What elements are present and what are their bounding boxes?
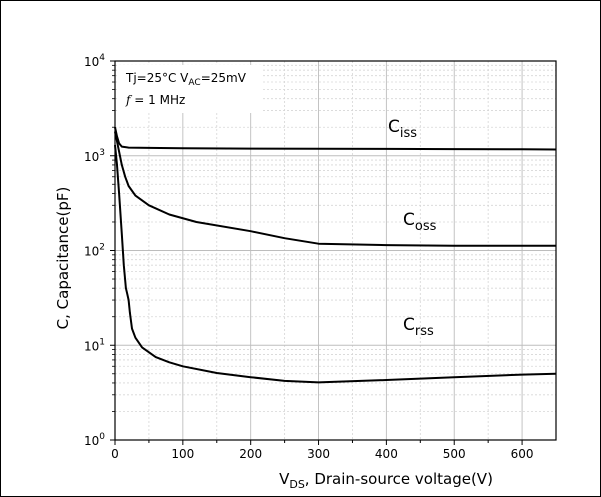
x-tick-label: 500 <box>443 447 466 461</box>
ciss-curve <box>114 126 557 151</box>
annotation-frequency: f = 1 MHz <box>125 93 185 107</box>
x-axis-title-sub: DS <box>289 478 304 491</box>
y-tick-label: 104 <box>84 53 105 69</box>
crss-curve <box>114 144 557 384</box>
coss-curve <box>114 131 556 247</box>
x-tick-label: 400 <box>375 447 398 461</box>
x-axis-title-rest: , Drain-source voltage(V) <box>305 470 493 488</box>
y-tick-label: 101 <box>84 337 105 353</box>
curve-label-coss: Coss <box>403 210 437 234</box>
annotation-conditions-a: Tj=25°C V <box>125 71 189 85</box>
curve-label-ciss: Ciss <box>388 117 417 141</box>
grid-layer <box>115 61 556 440</box>
annotation-box <box>119 65 262 113</box>
annotation-conditions: Tj=25°C VAC=25mV <box>125 71 247 88</box>
x-axis-title: VDS, Drain-source voltage(V) <box>279 470 493 491</box>
y-axis-title: C, Capacitance(pF) <box>54 187 72 330</box>
ticks-layer: 0 100 200 300 400 500 600 100 101 102 103 104 <box>84 53 534 461</box>
x-axis-title-main: V <box>279 470 290 488</box>
annotation-frequency-italic: f <box>125 93 133 107</box>
x-tick-label: 100 <box>171 447 194 461</box>
y-tick-label: 103 <box>84 148 105 164</box>
curve-label-crss: Crss <box>403 315 434 339</box>
x-tick-label: 0 <box>111 447 119 461</box>
x-tick-label: 200 <box>239 447 262 461</box>
annotation-conditions-sub: AC <box>188 78 200 88</box>
y-tick-label: 100 <box>84 432 105 448</box>
x-tick-label: 300 <box>307 447 330 461</box>
annotation-frequency-rest: = 1 MHz <box>130 93 185 107</box>
curves-layer <box>114 126 557 384</box>
y-tick-label: 102 <box>84 243 105 259</box>
x-tick-label: 600 <box>511 447 534 461</box>
annotation-conditions-b: =25mV <box>201 71 247 85</box>
